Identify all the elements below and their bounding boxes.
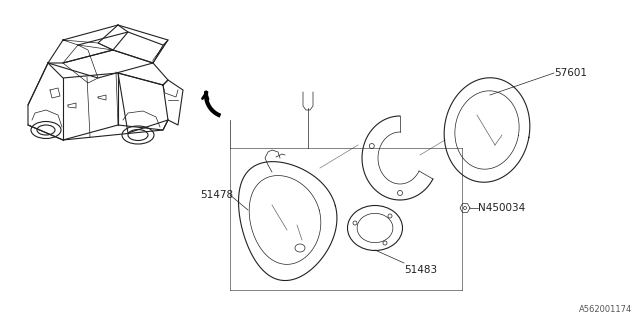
Text: 51478: 51478	[200, 190, 233, 200]
Text: 57601: 57601	[554, 68, 587, 78]
Text: N450034: N450034	[478, 203, 525, 213]
Text: 51483: 51483	[404, 265, 437, 275]
Text: A562001174: A562001174	[579, 305, 632, 314]
